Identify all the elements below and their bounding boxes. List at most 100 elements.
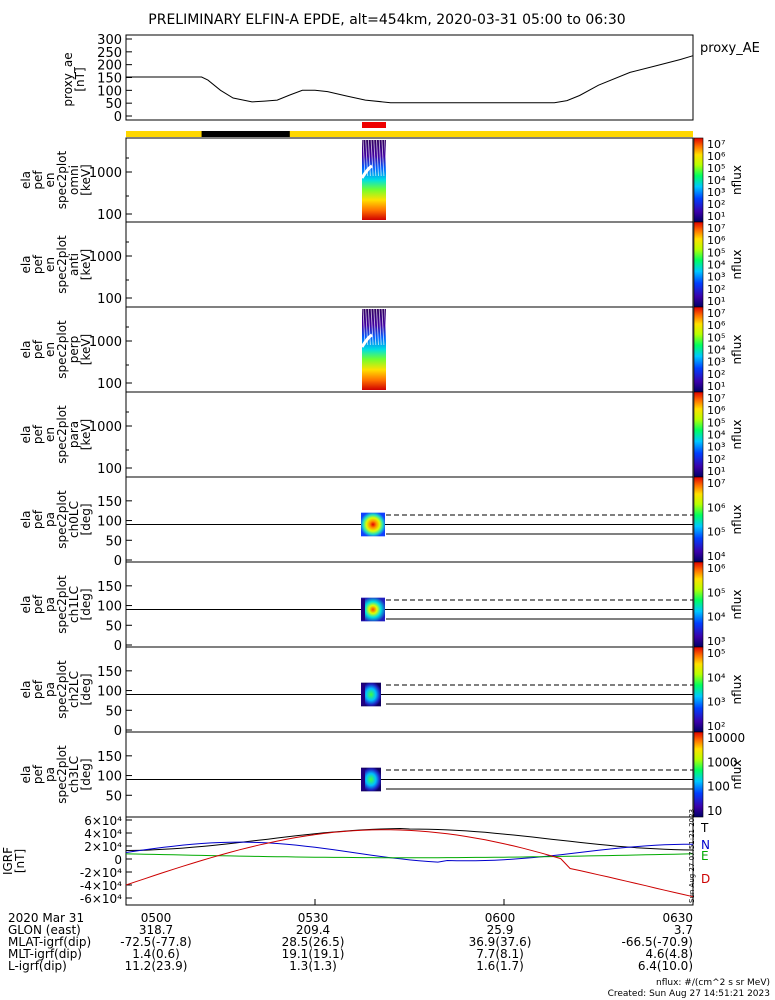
ylabel-line: IGRF [1,847,15,875]
burst-hatch [367,308,371,346]
proxy-ae-legend: proxy_AE [700,41,760,56]
colorbar-tick: 10² [707,283,725,296]
colorbar-7 [693,646,704,733]
ytick-label: 0 [114,110,122,125]
ephemeris-value: 36.9(37.6) [469,935,532,949]
burst-hatch [367,139,371,177]
ytick-label: -4×10⁴ [80,879,122,893]
colorbar-tick: 10⁷ [707,138,725,151]
ephemeris-value: 1.6(1.7) [476,959,524,973]
igrf-legend-E: E [701,849,709,863]
colorbar-tick: 10³ [707,635,725,648]
ylabel-line: ela [19,510,33,528]
pitch-angle-panel-5 [125,476,694,563]
ytick-label: 1000 [89,420,122,435]
energy-panel-4 [125,391,694,478]
ylabel-line: [deg] [79,674,93,706]
ytick-label: 200 [97,59,122,74]
colorbar-tick: 10² [707,453,725,466]
burst-hatch [384,308,388,346]
colorbar-label-text: nflux [730,335,744,365]
ephemeris-value: 4.6(4.8) [645,947,693,961]
pa-burst-fill [361,682,381,707]
plot-title: PRELIMINARY ELFIN-A EPDE, alt=454km, 202… [148,12,625,28]
colorbar-tick: 10⁴ [707,344,726,357]
ytick-label: 100 [97,208,122,223]
ylabel-line: ela [19,425,33,443]
pa-burst-fill [361,767,381,792]
ylabel-line: anti [67,253,81,276]
proxy-ae-line [126,55,694,104]
colorbar-3 [693,306,704,393]
colorbar-tick: 10⁴ [707,550,726,563]
ylabel-line: pa [43,512,57,527]
ytick-label: 4×10⁴ [84,827,122,841]
ylabel-line: spec2plot [55,405,69,464]
ylabel-line: spec2plot [55,490,69,549]
spectrogram-burst-1 [360,139,388,220]
burst-hatch [381,139,385,177]
ytick-label: 100 [97,462,122,477]
colorbar-tick: 10⁷ [707,392,725,405]
burst-hatch [370,308,374,346]
ytick-label: 50 [105,97,122,112]
energy-panel-1 [125,137,694,223]
ytick-label: 100 [97,600,122,615]
ytick-label: 300 [97,33,122,48]
colorbar-tick: 10¹ [707,380,725,393]
colorbar-tick: 10⁵ [707,162,725,175]
ylabel-line: pef [31,509,45,529]
burst-hatch [376,308,379,346]
ylabel-line: spec2plot [55,660,69,719]
colorbar-tick: 10⁶ [707,319,726,332]
colorbar-tick: 1000 [707,755,738,769]
ylabel-line: [nT] [73,67,87,91]
pa-burst-edge [361,768,365,791]
pitch-angle-burst-6 [361,597,385,622]
colorbar-tick: 10³ [707,441,725,454]
colorbar-tick: 10⁶ [707,501,726,514]
ytick-label: 150 [97,495,122,510]
ylabel-line: [nT] [13,849,27,873]
colorbar-tick: 10⁶ [707,562,726,575]
colorbar-tick: 10⁵ [707,416,725,429]
ylabel-line: spec2plot [55,320,69,379]
pitch-angle-panel-6 [125,561,694,648]
igrf-side-note: Sun Aug 27 07:51:21 2023 [688,809,696,903]
ephemeris-row-label: MLAT-igrf(dip) [8,935,91,949]
colorbar-label: nflux [730,505,744,535]
footer-created: Created: Sun Aug 27 14:51:21 2023 [608,989,770,999]
ephemeris-value: 6.4(10.0) [638,959,693,973]
ylabel-line: pef [31,170,45,190]
ylabel-line: ela [19,171,33,189]
pitch-angle-burst-5 [361,512,385,537]
ephemeris-value: 209.4 [296,923,330,937]
colorbar-tick: 10¹ [707,465,725,478]
ylabel-line: [keV] [79,164,93,195]
colorbar-tick: 10⁴ [707,611,726,624]
ylabel-line: ch1LC [67,586,81,623]
ytick-label: 150 [97,665,122,680]
ephemeris-value: 0530 [298,911,329,925]
colorbar-tick: 10¹ [707,210,725,223]
panel-9-ylabel: IGRF[nT] [1,847,27,875]
colorbar-label: nflux [730,165,744,195]
ytick-label: -2×10⁴ [80,866,122,880]
ylabel-line: [keV] [79,419,93,450]
ylabel-line: ela [19,340,33,358]
ytick-label: 1000 [89,335,122,350]
ylabel-line: spec2plot [55,575,69,634]
colorbar-tick: 10⁵ [707,586,725,599]
colorbar-tick: 10⁴ [707,671,726,684]
colorbar-tick: 10² [707,198,725,211]
colorbar-label: nflux [730,420,744,450]
pitch-angle-burst-8 [361,767,381,792]
status-bar-black [201,131,290,137]
colorbar-tick: 10⁴ [707,174,726,187]
colorbar-4 [693,391,704,478]
burst-hatch [362,139,366,177]
